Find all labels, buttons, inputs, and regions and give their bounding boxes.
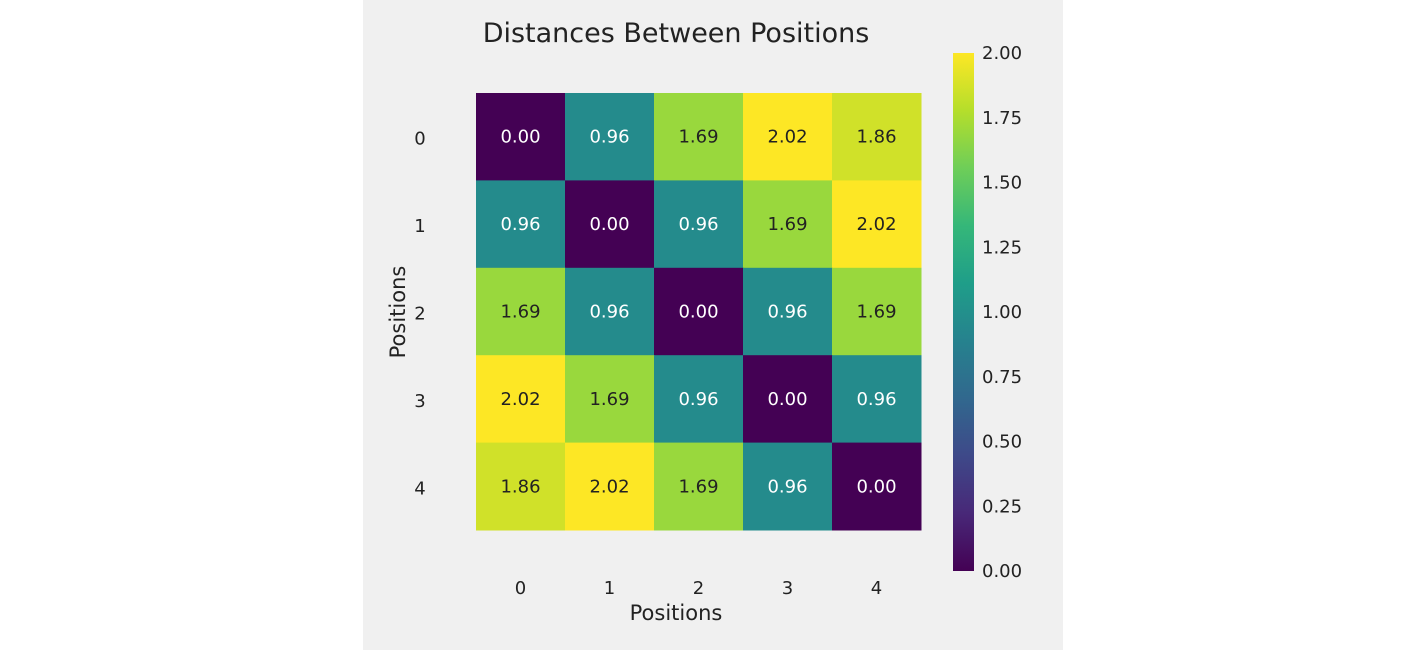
cell-value-label: 0.96: [678, 214, 718, 235]
heatmap-cell: [743, 180, 833, 269]
heatmap-cell: [476, 180, 566, 269]
x-tick-label: 2: [693, 578, 704, 599]
cell-value-label: 2.02: [767, 127, 807, 148]
cell-value-label: 1.86: [500, 476, 540, 497]
heatmap-cell: [565, 180, 655, 269]
cell-value-label: 1.86: [856, 127, 896, 148]
heatmap-cell: [476, 355, 566, 444]
heatmap-cell: [476, 93, 566, 181]
colorbar-ticks: 0.00 0.25 0.50 0.75 1.00 1.25 1.50 1.75 2.00: [982, 43, 1022, 582]
x-tick-label: 1: [604, 578, 615, 599]
cell-value-label: 1.69: [678, 127, 718, 148]
cell-value-label: 1.69: [767, 214, 807, 235]
cell-value-label: 0.00: [678, 302, 718, 323]
heatmap-cell: [565, 442, 655, 531]
cell-value-label: 1.69: [678, 476, 718, 497]
cell-value-label: 0.00: [500, 127, 540, 148]
heatmap-cell: [832, 267, 922, 356]
heatmap-cell: [743, 93, 833, 181]
heatmap-cell: [476, 267, 566, 356]
cell-value-label: 0.96: [856, 389, 896, 410]
heatmap-cell: [565, 267, 655, 356]
cell-value-label: 2.02: [856, 214, 896, 235]
heatmap-cell: [743, 267, 833, 356]
heatmap-cell: [654, 355, 744, 444]
y-tick-label: 3: [414, 391, 425, 412]
heatmap-cell: [743, 355, 833, 444]
heatmap-cell: [654, 180, 744, 269]
x-axis-ticks: 0 1 2 3 4: [515, 578, 882, 599]
heatmap-cell: [832, 93, 922, 181]
colorbar-tick-label: 1.25: [982, 237, 1022, 258]
heatmap-cell: [654, 93, 744, 181]
heatmap-cell: [832, 355, 922, 444]
y-axis-label: Positions: [386, 266, 410, 359]
cell-value-label: 0.00: [767, 389, 807, 410]
colorbar-tick-label: 1.75: [982, 108, 1022, 129]
colorbar-tick-label: 1.50: [982, 173, 1022, 194]
cell-value-label: 0.96: [767, 302, 807, 323]
heatmap-cell: [832, 442, 922, 531]
cell-value-label: 1.69: [500, 302, 540, 323]
y-tick-label: 1: [414, 216, 425, 237]
chart-title: Distances Between Positions: [483, 18, 870, 49]
heatmap-cell: [654, 442, 744, 531]
y-axis-ticks: 0 1 2 3 4: [414, 129, 425, 500]
colorbar: [953, 53, 974, 571]
y-tick-label: 0: [414, 129, 425, 150]
x-tick-label: 4: [871, 578, 882, 599]
colorbar-tick-label: 1.00: [982, 302, 1022, 323]
cell-value-label: 0.00: [856, 476, 896, 497]
cell-value-label: 2.02: [500, 389, 540, 410]
colorbar-tick-label: 0.50: [982, 432, 1022, 453]
cell-value-label: 0.96: [589, 302, 629, 323]
cell-value-label: 0.96: [589, 127, 629, 148]
heatmap-cell: [565, 355, 655, 444]
cell-value-label: 2.02: [589, 476, 629, 497]
heatmap-cell: [743, 442, 833, 531]
cell-value-label: 0.00: [589, 214, 629, 235]
y-tick-label: 2: [414, 304, 425, 325]
heatmap-chart: Distances Between Positions 0.00 0.96 1.69…: [386, 18, 1022, 625]
heatmap-cells: [476, 93, 922, 531]
y-tick-label: 4: [414, 478, 425, 499]
heatmap-cell: [832, 180, 922, 269]
colorbar-tick-label: 0.00: [982, 561, 1022, 582]
heatmap-cell: [476, 442, 566, 531]
x-tick-label: 3: [782, 578, 793, 599]
figure: Distances Between Positions 0.00 0.96 1.69…: [363, 0, 1063, 650]
heatmap-cell: [565, 93, 655, 181]
colorbar-tick-label: 0.75: [982, 367, 1022, 388]
colorbar-tick-label: 0.25: [982, 496, 1022, 517]
colorbar-tick-label: 2.00: [982, 43, 1022, 64]
cell-value-label: 0.96: [500, 214, 540, 235]
heatmap-cell-labels: 0.00 0.96 1.69 2.02 1.86 0.96 0.00 0.96 1.69 2.02…: [500, 127, 896, 498]
cell-value-label: 1.69: [589, 389, 629, 410]
cell-value-label: 0.96: [767, 476, 807, 497]
x-axis-label: Positions: [630, 601, 723, 625]
heatmap-cell: [654, 267, 744, 356]
cell-value-label: 1.69: [856, 302, 896, 323]
x-tick-label: 0: [515, 578, 526, 599]
cell-value-label: 0.96: [678, 389, 718, 410]
